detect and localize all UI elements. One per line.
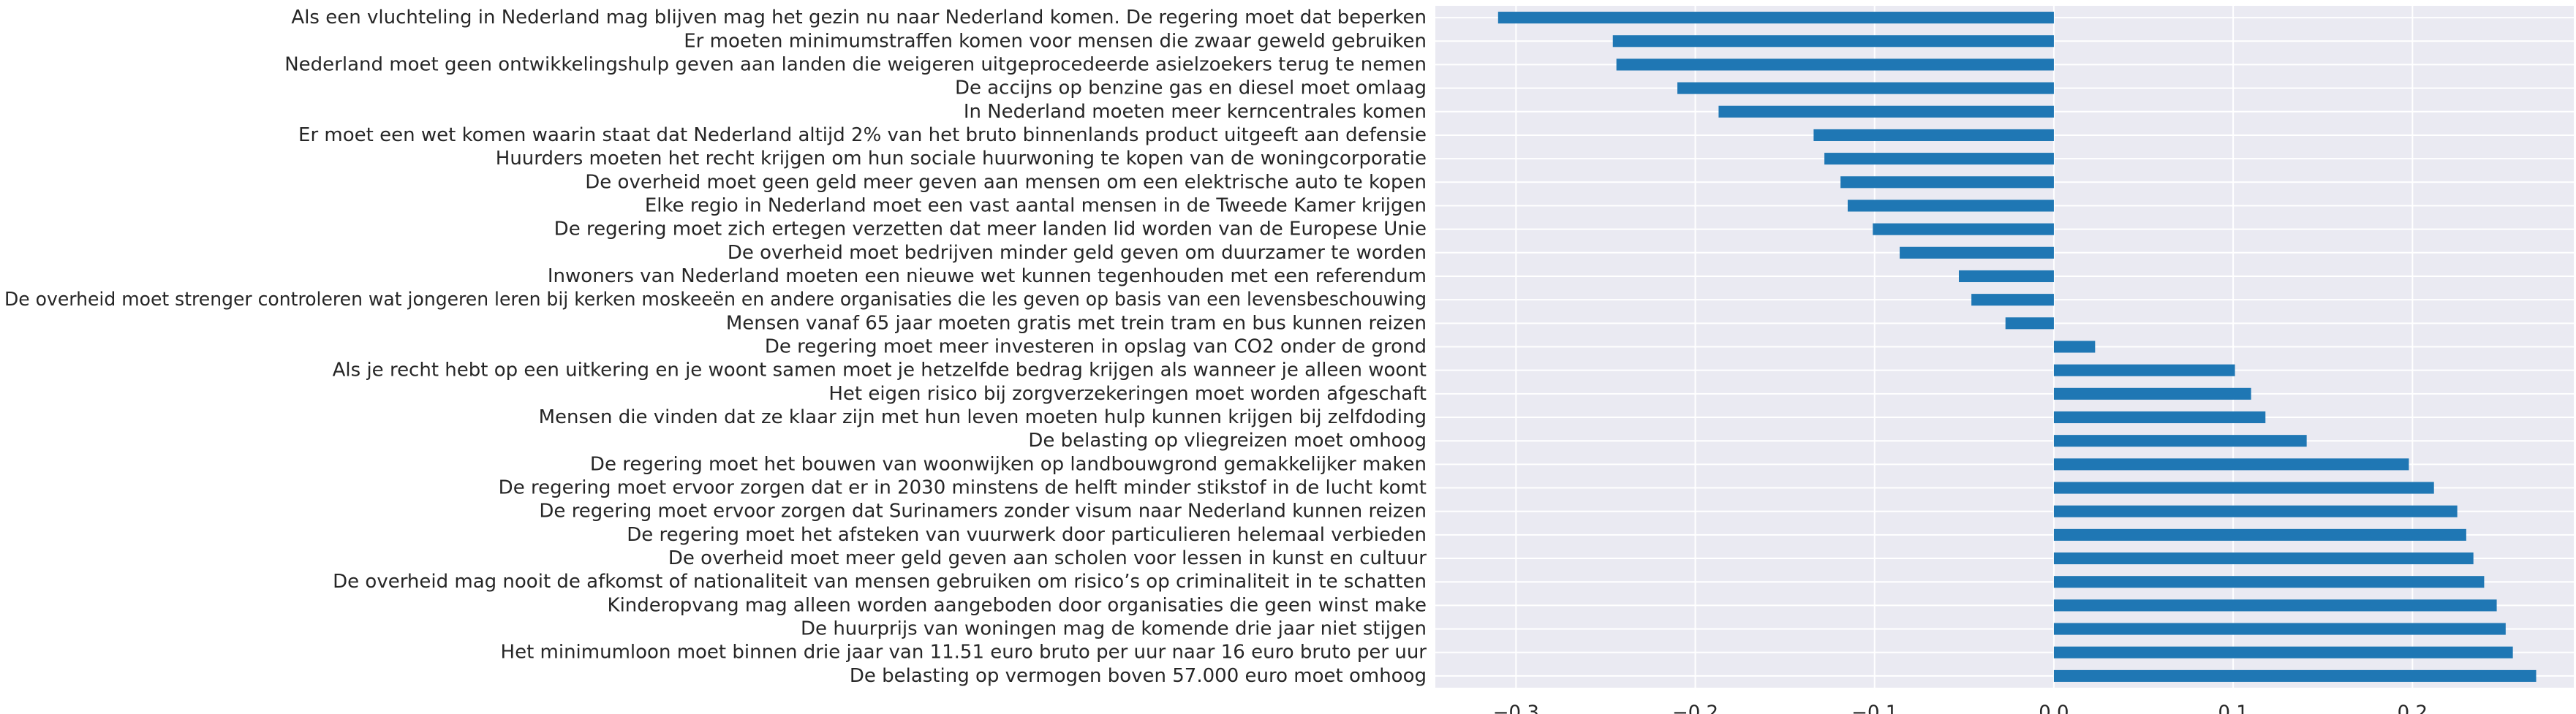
category-label: Als een vluchteling in Nederland mag bli… [291, 7, 1427, 29]
category-label: De belasting op vliegreizen moet omhoog [1028, 430, 1427, 452]
category-label: In Nederland moeten meer kerncentrales k… [964, 101, 1427, 123]
bar [1900, 246, 2054, 259]
category-label: Kinderopvang mag alleen worden aangebode… [608, 594, 1427, 616]
category-label: De regering moet het afsteken van vuurwe… [627, 524, 1427, 546]
bar [2053, 387, 2251, 400]
bar [1497, 12, 2054, 24]
category-label: Als je recht hebt op een uitkering en je… [333, 360, 1427, 381]
category-label: De regering moet zich ertegen verzetten … [554, 219, 1427, 240]
category-label: De overheid moet geen geld meer geven aa… [585, 171, 1427, 193]
bar [1813, 129, 2054, 141]
x-tick-label: −0.3 [1493, 702, 1539, 714]
bar [1616, 58, 2054, 71]
category-label: De belasting op vermogen boven 57.000 eu… [850, 665, 1427, 687]
bars [1497, 12, 2537, 682]
bar [2053, 552, 2474, 565]
category-label: De regering moet het bouwen van woonwijk… [590, 453, 1427, 475]
bar [1718, 105, 2054, 118]
bar [2053, 482, 2434, 494]
bar [2053, 435, 2307, 447]
bar [2053, 411, 2266, 424]
category-label: Nederland moet geen ontwikkelingshulp ge… [284, 53, 1427, 75]
category-label: Er moet een wet komen waarin staat dat N… [298, 124, 1427, 146]
x-tick-label: −0.2 [1672, 702, 1718, 714]
bar [2053, 528, 2466, 541]
category-label: De regering moet ervoor zorgen dat er in… [499, 477, 1427, 499]
category-label: Huurders moeten het recht krijgen om hun… [496, 148, 1427, 170]
category-label: Het minimumloon moet binnen drie jaar va… [501, 642, 1427, 664]
bar [1971, 294, 2054, 306]
category-label: Inwoners van Nederland moeten een nieuwe… [548, 265, 1427, 287]
category-label: De accijns op benzine gas en diesel moet… [955, 77, 1427, 99]
bar [1677, 82, 2054, 94]
category-label: De overheid mag nooit de afkomst of nati… [333, 571, 1427, 593]
x-tick-label: 0.0 [2039, 702, 2069, 714]
category-label: Het eigen risico bij zorgverzekeringen m… [828, 383, 1427, 405]
category-label: De huurprijs van woningen mag de komende… [801, 618, 1427, 640]
x-tick-label: 0.1 [2218, 702, 2248, 714]
category-label: Er moeten minimumstraffen komen voor men… [684, 30, 1427, 52]
bar [2005, 317, 2054, 330]
bar [1612, 35, 2054, 48]
category-label: Elke regio in Nederland moet een vast aa… [645, 194, 1427, 216]
category-label: De overheid moet meer geld geven aan sch… [668, 547, 1427, 569]
category-label: De overheid moet strenger controleren wa… [4, 289, 1427, 311]
bar [2053, 623, 2506, 635]
bar [2053, 576, 2485, 588]
bar [1847, 200, 2054, 212]
bar [2053, 646, 2513, 658]
bar [2053, 505, 2458, 517]
x-axis-tick-labels: −0.3 −0.2 −0.1 0.0 0.1 0.2 [1493, 702, 2428, 714]
category-label: De regering moet ervoor zorgen dat Surin… [539, 501, 1427, 523]
category-label: Mensen vanaf 65 jaar moeten gratis met t… [726, 312, 1427, 334]
bar [2053, 364, 2235, 376]
bar [2053, 458, 2409, 471]
bar [1873, 223, 2054, 235]
bar [2053, 341, 2096, 353]
category-label: De overheid moet bedrijven minder geld g… [728, 242, 1427, 264]
bar [1840, 176, 2054, 189]
bar [2053, 599, 2497, 612]
bar [2053, 669, 2537, 682]
category-label: De regering moet meer investeren in opsl… [765, 336, 1427, 358]
bar [1958, 270, 2054, 283]
x-tick-label: 0.2 [2398, 702, 2428, 714]
category-label: Mensen die vinden dat ze klaar zijn met … [539, 406, 1427, 428]
x-tick-label: −0.1 [1851, 702, 1897, 714]
category-labels: Als een vluchteling in Nederland mag bli… [4, 7, 1427, 687]
bar [1824, 153, 2054, 165]
